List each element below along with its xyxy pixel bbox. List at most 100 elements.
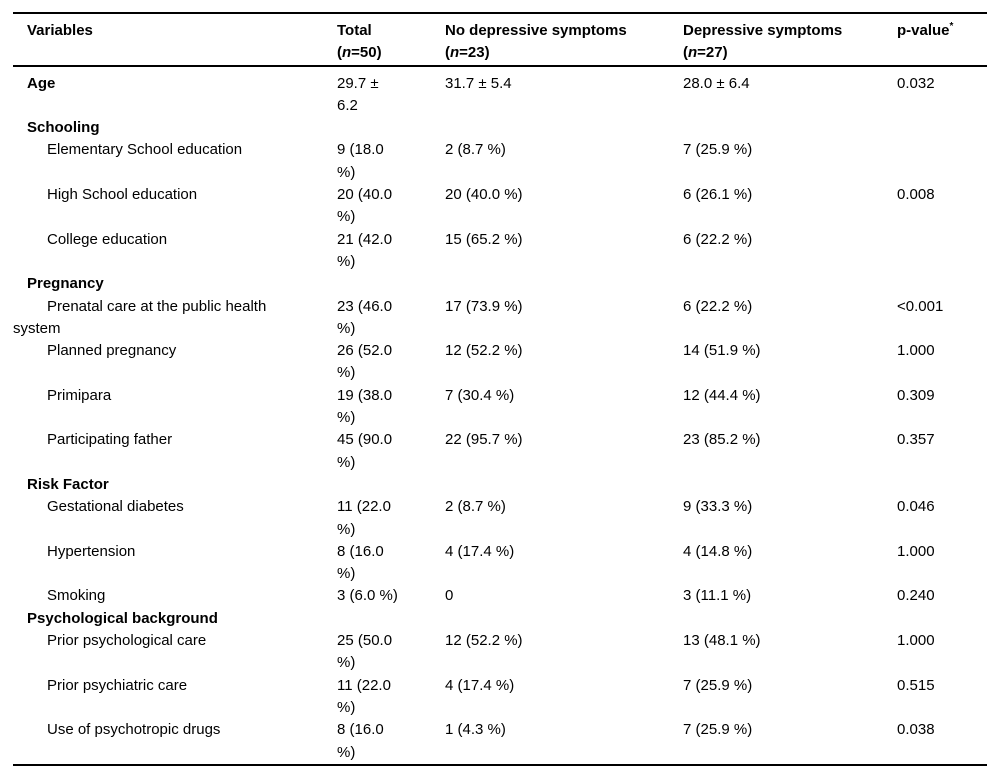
column-header-label: Total: [337, 22, 372, 39]
paren-open: (: [683, 44, 688, 62]
p-value-cell: 1.000: [897, 632, 935, 650]
table-row: Prior psychological care 25 (50.0 %) 12 …: [13, 630, 987, 675]
total-cell: 25 (50.0 %): [337, 632, 393, 672]
depressive-cell: 7 (25.9 %): [683, 141, 753, 159]
row-label-cell: Prior psychiatric care: [47, 676, 188, 694]
n-symbol: n: [342, 44, 352, 62]
table-row: Gestational diabetes 11 (22.0 %) 2 (8.7 …: [13, 496, 987, 541]
table-row: Age 29.7 ± 6.2 31.7 ± 5.4 28.0 ± 6.4 0.0…: [13, 66, 987, 118]
paren-open: (: [445, 44, 450, 62]
n-value: =27): [697, 44, 728, 62]
total-cell: 9 (18.0 %): [337, 141, 384, 181]
p-value-cell: [897, 117, 987, 139]
depressive-cell: 13 (48.1 %): [683, 632, 761, 650]
header-row: Variables Total (n=50) No depressive symp…: [13, 12, 987, 67]
n-value: =50): [351, 44, 382, 62]
depressive-cell: 28.0 ± 6.4: [683, 74, 750, 92]
table-row: Prenatal care at the public health syste…: [13, 296, 987, 341]
table-row: Smoking 3 (6.0 %) 0 3 (11.1 %) 0.240: [13, 585, 987, 607]
row-label-cell: Elementary School education: [47, 141, 243, 159]
depressive-cell: [683, 474, 897, 496]
row-label-cell: Use of psychotropic drugs: [13, 719, 337, 766]
row-label-cell: Planned pregnancy: [47, 342, 177, 360]
no-depressive-cell: 1 (4.3 %): [445, 719, 683, 766]
p-value-cell: [897, 608, 987, 630]
depressive-cell: 6 (22.2 %): [683, 230, 753, 248]
no-depressive-cell: 2 (8.7 %): [445, 498, 506, 516]
row-label-cell: College education: [47, 230, 168, 248]
paper-table: Variables Total (n=50) No depressive symp…: [13, 12, 987, 766]
depressive-cell: 7 (25.9 %): [683, 719, 897, 766]
depressive-cell: [683, 608, 897, 630]
no-depressive-cell: 4 (17.4 %): [445, 542, 515, 560]
no-depressive-cell: 12 (52.2 %): [445, 632, 523, 650]
p-value-cell: 0.032: [897, 74, 935, 92]
row-label-cell: Prior psychological care: [47, 632, 207, 650]
column-header-label: Depressive symptoms: [683, 22, 843, 39]
p-value-cell: <0.001: [897, 297, 944, 315]
row-label-cell: Participating father: [47, 431, 173, 449]
depressive-cell: 3 (11.1 %): [683, 587, 752, 605]
total-cell: 3 (6.0 %): [337, 587, 398, 605]
row-label-cell: Gestational diabetes: [47, 498, 184, 516]
p-value-cell: 0.038: [897, 719, 987, 766]
no-depressive-cell: [445, 117, 683, 139]
depressive-cell: [683, 273, 897, 295]
sample-size: (n=50): [337, 44, 382, 61]
table-body: Age 29.7 ± 6.2 31.7 ± 5.4 28.0 ± 6.4 0.0…: [13, 66, 987, 766]
row-label-cell: Prenatal care at the public health syste…: [13, 297, 267, 337]
sample-size: (n=27): [683, 44, 728, 61]
n-value: =23): [459, 44, 490, 62]
column-header-no-depressive: No depressive symptoms (n=23): [445, 12, 683, 67]
table-row: Prior psychiatric care 11 (22.0 %) 4 (17…: [13, 675, 987, 720]
depressive-cell: 12 (44.4 %): [683, 386, 761, 404]
total-cell: [337, 117, 445, 139]
row-label-cell: Pregnancy: [27, 275, 104, 293]
total-cell: [337, 608, 445, 630]
table-row: Risk Factor: [13, 474, 987, 496]
total-cell: 23 (46.0 %): [337, 297, 393, 337]
total-cell: 20 (40.0 %): [337, 186, 393, 226]
depressive-cell: 14 (51.9 %): [683, 342, 761, 360]
p-value-cell: 1.000: [897, 342, 935, 360]
n-symbol: n: [688, 44, 698, 62]
total-cell: 21 (42.0 %): [337, 230, 393, 270]
column-header-variables: Variables: [13, 12, 337, 67]
total-cell: 26 (52.0 %): [337, 342, 393, 382]
row-label-cell: Risk Factor: [27, 475, 109, 493]
table-header: Variables Total (n=50) No depressive symp…: [13, 12, 987, 67]
total-cell: 29.7 ± 6.2: [337, 74, 379, 114]
row-label-cell: Age: [27, 74, 56, 92]
n-symbol: n: [450, 44, 460, 62]
table-row: Primipara 19 (38.0 %) 7 (30.4 %) 12 (44.…: [13, 385, 987, 430]
total-cell: 45 (90.0 %): [337, 431, 393, 471]
total-cell: 19 (38.0 %): [337, 386, 393, 427]
p-value-cell: 0.357: [897, 431, 935, 449]
table-row: High School education 20 (40.0 %) 20 (40…: [13, 184, 987, 229]
column-header-total: Total (n=50): [337, 12, 445, 67]
no-depressive-cell: 7 (30.4 %): [445, 386, 515, 404]
no-depressive-cell: 31.7 ± 5.4: [445, 74, 512, 92]
no-depressive-cell: 17 (73.9 %): [445, 297, 523, 315]
no-depressive-cell: 15 (65.2 %): [445, 230, 523, 248]
p-value-cell: [897, 229, 987, 274]
p-value-cell: 0.240: [897, 587, 935, 605]
p-value-cell: 0.309: [897, 386, 935, 404]
table-row: Use of psychotropic drugs 8 (16.0 %) 1 (…: [13, 719, 987, 766]
table-row: Pregnancy: [13, 273, 987, 295]
total-cell: 8 (16.0 %): [337, 542, 384, 583]
column-header-p-value: p-value*: [897, 12, 987, 67]
no-depressive-cell: [445, 273, 683, 295]
table-row: Schooling: [13, 117, 987, 139]
row-label-cell: High School education: [47, 186, 198, 204]
table-row: Participating father 45 (90.0 %) 22 (95.…: [13, 429, 987, 474]
no-depressive-cell: 2 (8.7 %): [445, 141, 506, 159]
no-depressive-cell: [445, 474, 683, 496]
row-label-cell: Psychological background: [27, 609, 218, 627]
footnote-asterisk: *: [949, 21, 954, 32]
row-label-cell: Smoking: [47, 587, 106, 605]
table-row: College education 21 (42.0 %) 15 (65.2 %…: [13, 229, 987, 274]
total-cell: [337, 474, 445, 496]
row-label-cell: Schooling: [27, 119, 100, 137]
p-value-cell: [897, 139, 987, 184]
